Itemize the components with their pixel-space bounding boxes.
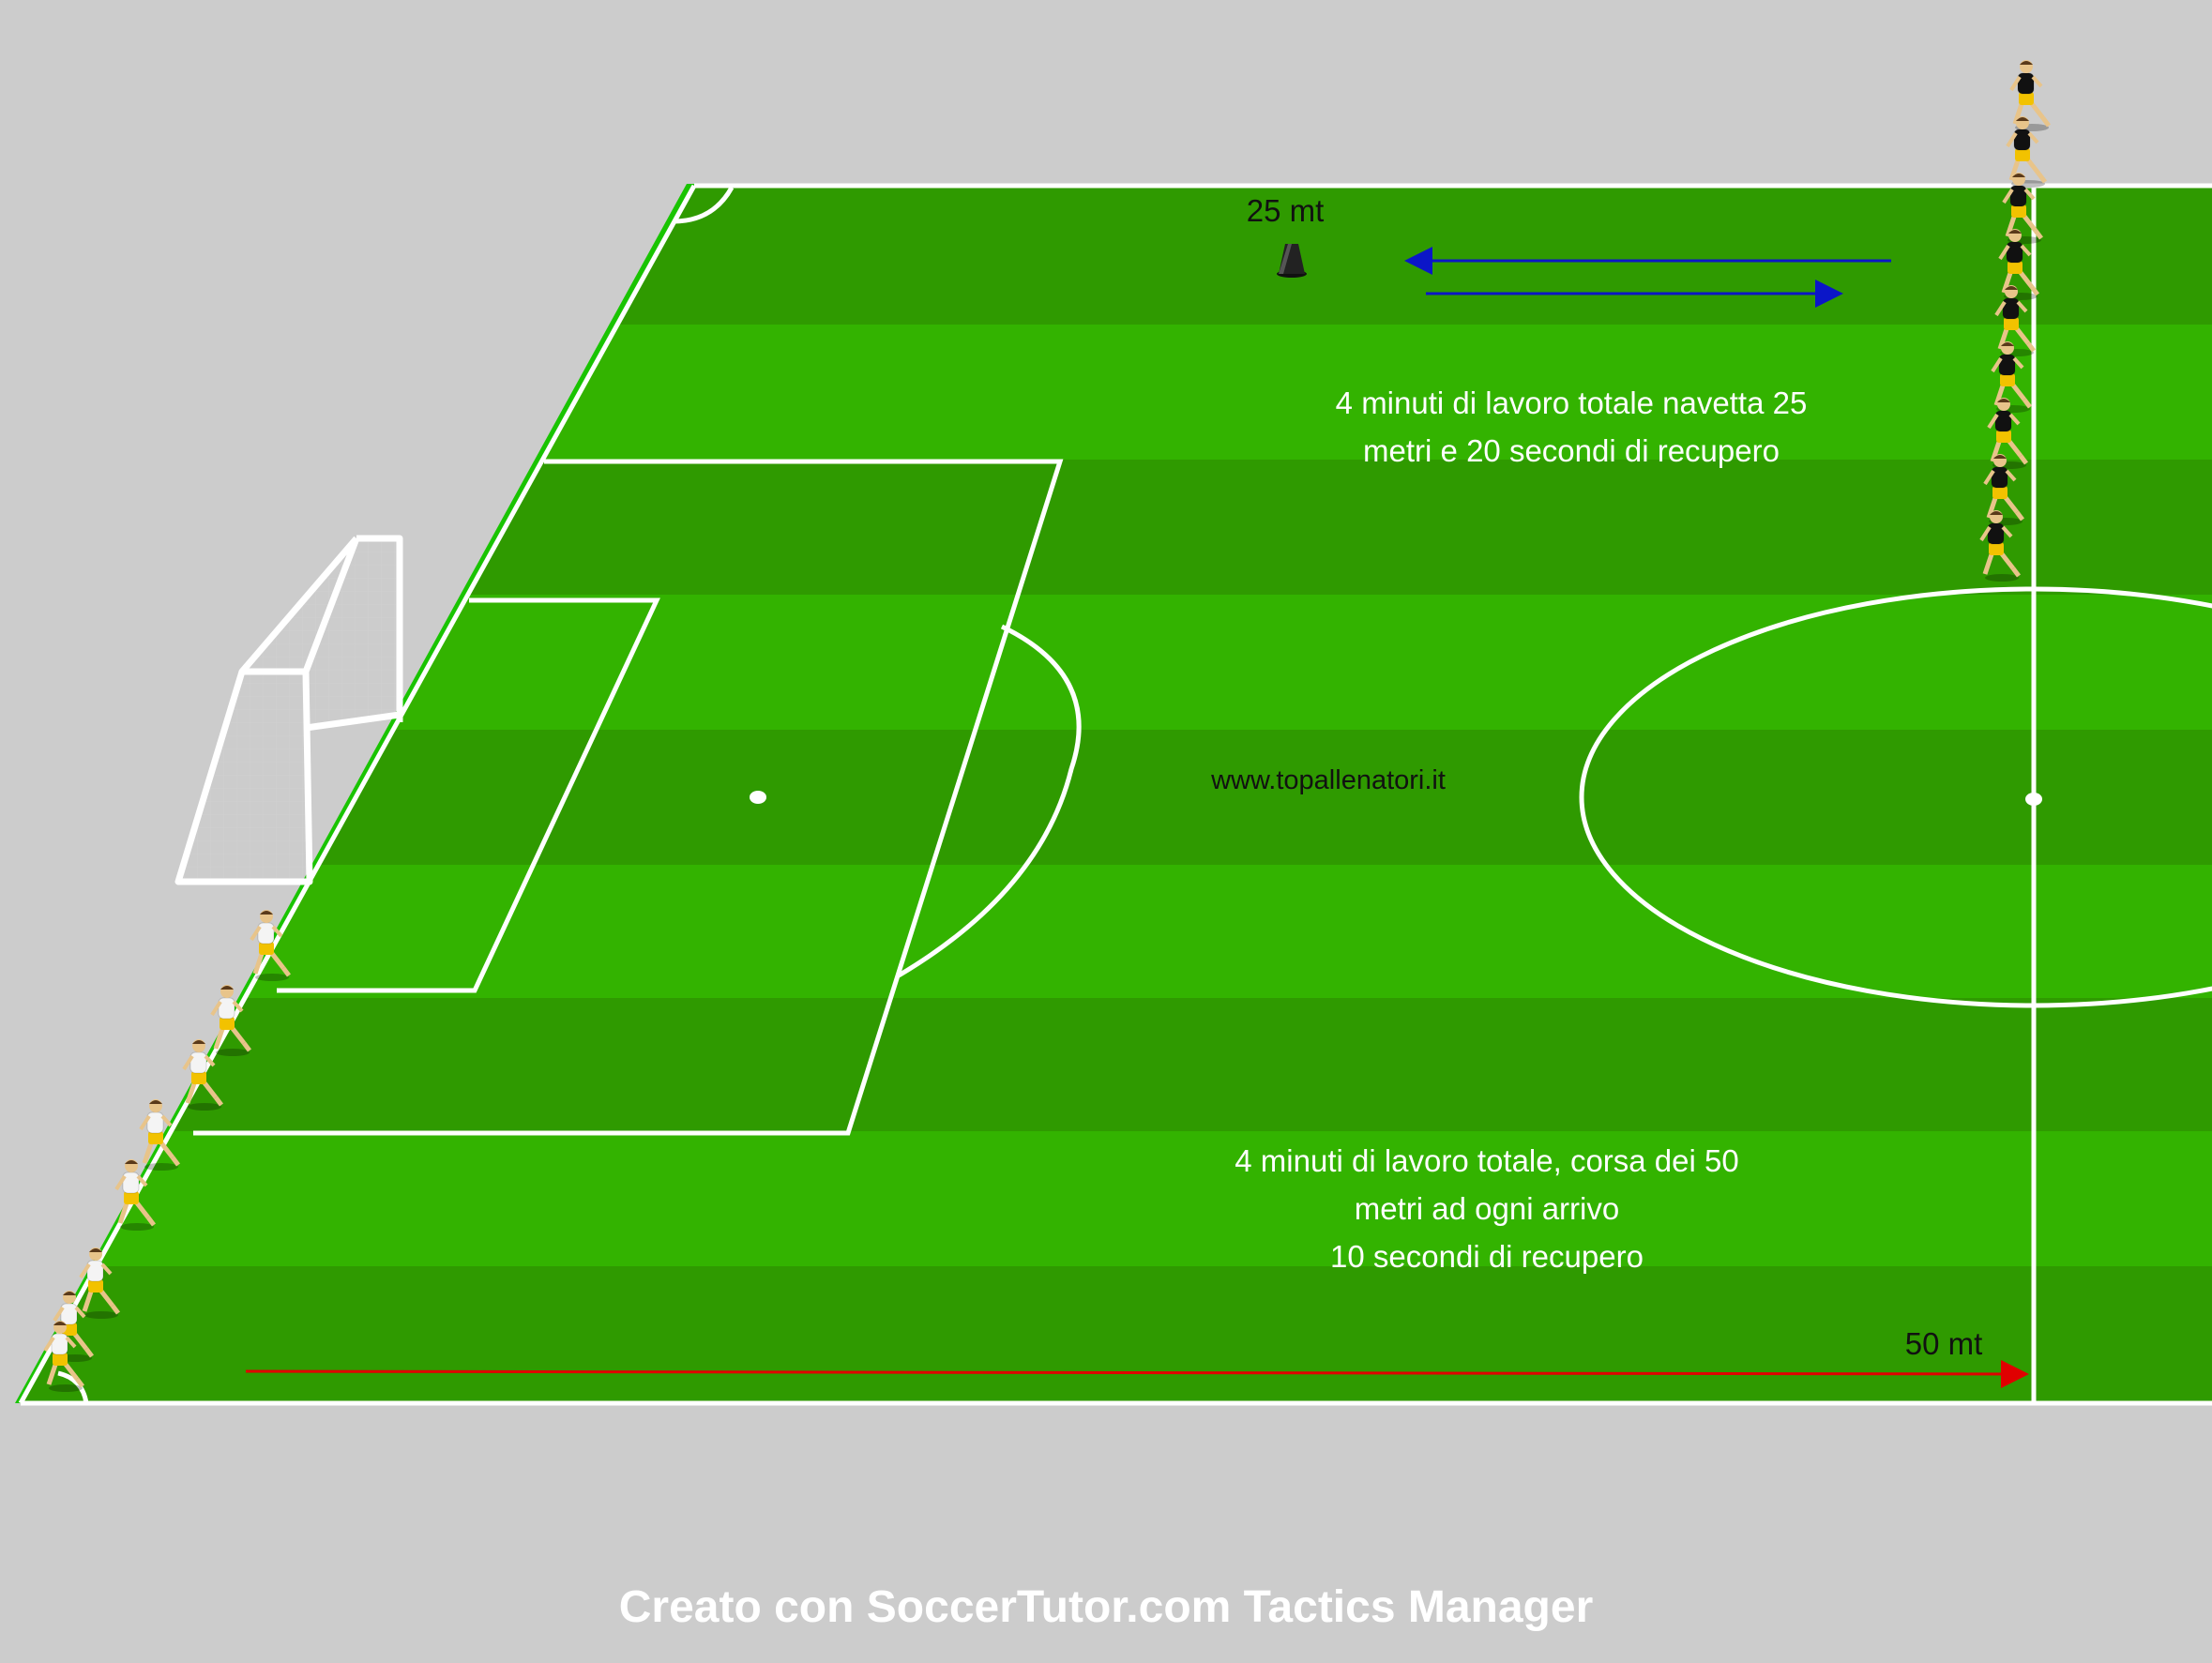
shuttle-line-2: metri e 20 secondi di recupero bbox=[1363, 433, 1780, 468]
player bbox=[1983, 454, 2024, 525]
player bbox=[210, 985, 251, 1056]
run-line-1: 4 minuti di lavoro totale, corsa dei 50 bbox=[1235, 1143, 1739, 1178]
pitch-stripe bbox=[21, 1266, 2212, 1403]
corner-arc-top bbox=[673, 186, 735, 224]
player bbox=[2006, 116, 2047, 188]
run-line-2: metri ad ogni arrivo bbox=[1354, 1191, 1620, 1226]
pitch-stripe bbox=[21, 730, 2212, 865]
run-line-3: 10 secondi di recupero bbox=[1330, 1239, 1644, 1274]
cone-distance-label: 25 mt bbox=[1246, 193, 1325, 228]
sprint-player-group bbox=[43, 910, 291, 1392]
goal-area bbox=[277, 597, 660, 993]
pitch-stripes bbox=[21, 186, 2212, 1403]
player bbox=[43, 1321, 84, 1392]
penalty-area bbox=[193, 459, 1064, 1136]
player bbox=[1991, 341, 2032, 413]
footer-credit: Creato con SoccerTutor.com Tactics Manag… bbox=[618, 1582, 1594, 1632]
penalty-arc bbox=[897, 624, 1082, 978]
pitch-stripe bbox=[21, 865, 2212, 998]
cone-marker bbox=[1277, 244, 1307, 278]
player bbox=[182, 1039, 223, 1111]
pitch-stripe bbox=[21, 998, 2212, 1131]
shuttle-line-1: 4 minuti di lavoro totale navetta 25 bbox=[1335, 386, 1808, 420]
player bbox=[1979, 510, 2021, 582]
player bbox=[1987, 398, 2028, 469]
corner-arc-bottom bbox=[57, 1370, 89, 1404]
run-distance-label: 50 mt bbox=[1904, 1326, 1983, 1361]
pitch-stripe bbox=[21, 1131, 2212, 1266]
player bbox=[2009, 60, 2051, 131]
player bbox=[79, 1247, 120, 1319]
player bbox=[139, 1099, 180, 1171]
centre-spot bbox=[2025, 793, 2042, 806]
shuttle-player-group bbox=[1979, 60, 2051, 582]
player bbox=[2002, 173, 2043, 244]
pitch-lines bbox=[18, 183, 2212, 1406]
website-label: www.topallenatori.it bbox=[1211, 765, 1446, 795]
penalty-spot bbox=[750, 791, 766, 804]
run-description: 4 minuti di lavoro totale, corsa dei 50 … bbox=[1041, 1137, 1932, 1280]
centre-circle bbox=[1579, 586, 2212, 1008]
player bbox=[114, 1159, 156, 1231]
pitch-stripe bbox=[21, 186, 2212, 325]
player bbox=[250, 910, 291, 981]
goal bbox=[174, 535, 403, 885]
run-arrow bbox=[245, 1359, 2029, 1388]
shuttle-description: 4 minuti di lavoro totale navetta 25 met… bbox=[1126, 379, 2017, 475]
